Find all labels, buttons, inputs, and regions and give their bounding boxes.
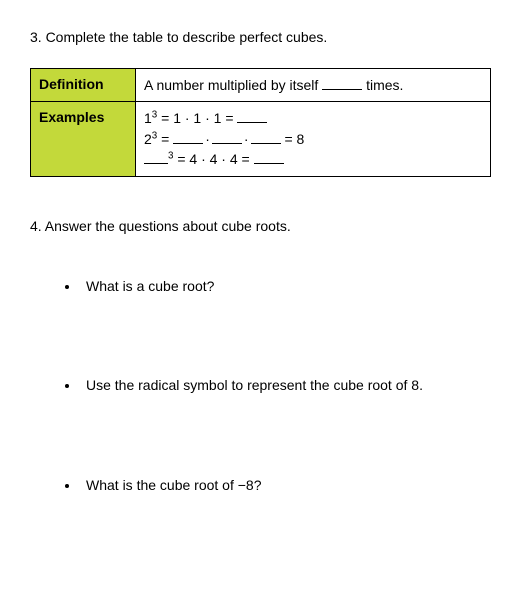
list-item: Use the radical symbol to represent the …: [80, 376, 491, 396]
example-line-1: 13 = 1 · 1 · 1 =: [144, 108, 482, 129]
l1-text: = 1 · 1 · 1 =: [157, 110, 237, 126]
example-line-2: 23 = ·· = 8: [144, 129, 482, 150]
cell-definition-content: A number multiplied by itself times.: [136, 68, 491, 102]
q4-prompt: 4. Answer the questions about cube roots…: [30, 217, 491, 237]
label-definition: Definition: [31, 68, 136, 102]
list-item: What is a cube root?: [80, 277, 491, 297]
definition-suffix: times.: [362, 77, 403, 93]
dot-icon: ·: [203, 131, 212, 147]
label-examples: Examples: [31, 102, 136, 177]
blank-l2a[interactable]: [173, 129, 203, 144]
l2-result: = 8: [281, 131, 305, 147]
list-item: What is the cube root of −8?: [80, 476, 491, 496]
q4-bullet-list: What is a cube root? Use the radical sym…: [30, 277, 491, 496]
worksheet-page: 3. Complete the table to describe perfec…: [0, 0, 521, 616]
l1-base: 1: [144, 110, 152, 126]
table-row-examples: Examples 13 = 1 · 1 · 1 = 23 = ·· = 8 3 …: [31, 102, 491, 177]
l3-text: = 4 · 4 · 4 =: [173, 151, 253, 167]
q3-table: Definition A number multiplied by itself…: [30, 68, 491, 177]
table-row-definition: Definition A number multiplied by itself…: [31, 68, 491, 102]
definition-prefix: A number multiplied by itself: [144, 77, 322, 93]
blank-times[interactable]: [322, 75, 362, 90]
example-line-3: 3 = 4 · 4 · 4 =: [144, 149, 482, 170]
q3-prompt: 3. Complete the table to describe perfec…: [30, 28, 491, 48]
blank-l3-base[interactable]: [144, 149, 168, 164]
dot-icon: ·: [242, 131, 251, 147]
cell-examples-content: 13 = 1 · 1 · 1 = 23 = ·· = 8 3 = 4 · 4 ·…: [136, 102, 491, 177]
l2-base: 2: [144, 131, 152, 147]
blank-l2b[interactable]: [212, 129, 242, 144]
l2-pre: =: [157, 131, 173, 147]
blank-l3-answer[interactable]: [254, 149, 284, 164]
blank-l1[interactable]: [237, 108, 267, 123]
blank-l2c[interactable]: [251, 129, 281, 144]
q4-block: 4. Answer the questions about cube roots…: [30, 217, 491, 495]
